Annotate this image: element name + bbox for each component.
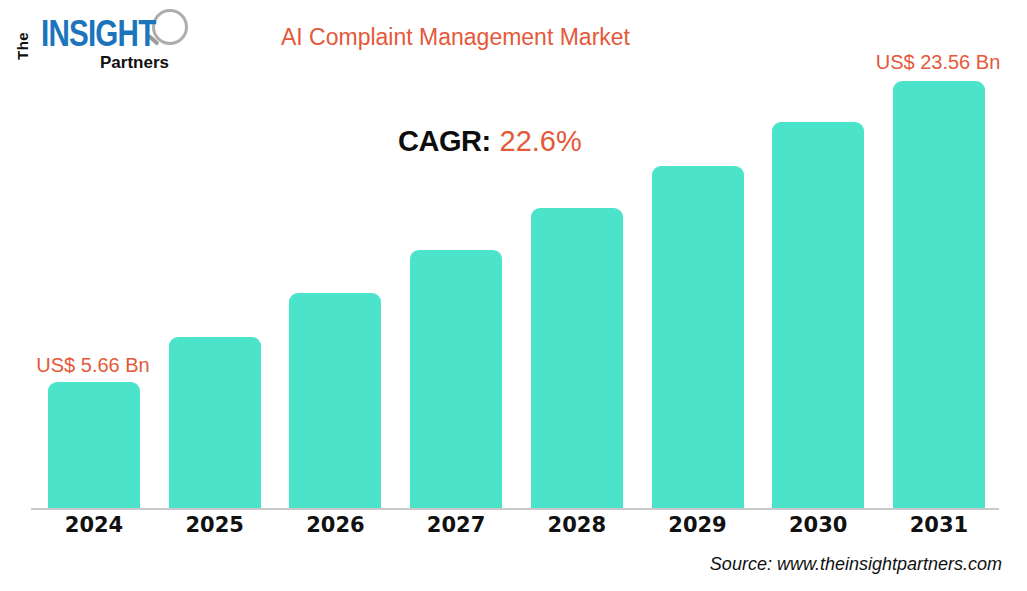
x-axis: 2024 2025 2026 2027 2028 2029 2030 2031 — [0, 0, 1027, 591]
x-axis-label-2030: 2030 — [789, 513, 847, 537]
x-axis-label-2029: 2029 — [668, 513, 726, 537]
x-axis-label-2031: 2031 — [910, 513, 968, 537]
chart-canvas: The INSIGHT Partners AI Complaint Manage… — [0, 0, 1027, 591]
logo-partners-text: Partners — [100, 53, 169, 73]
x-axis-label-2028: 2028 — [548, 513, 606, 537]
logo-the-text: The — [14, 26, 29, 60]
x-axis-label-2027: 2027 — [427, 513, 485, 537]
x-axis-label-2026: 2026 — [306, 513, 364, 537]
x-axis-label-2024: 2024 — [65, 513, 123, 537]
source-attribution: Source: www.theinsightpartners.com — [710, 554, 1002, 575]
x-axis-label-2025: 2025 — [185, 513, 243, 537]
logo-insight-text: INSIGHT — [41, 13, 155, 55]
